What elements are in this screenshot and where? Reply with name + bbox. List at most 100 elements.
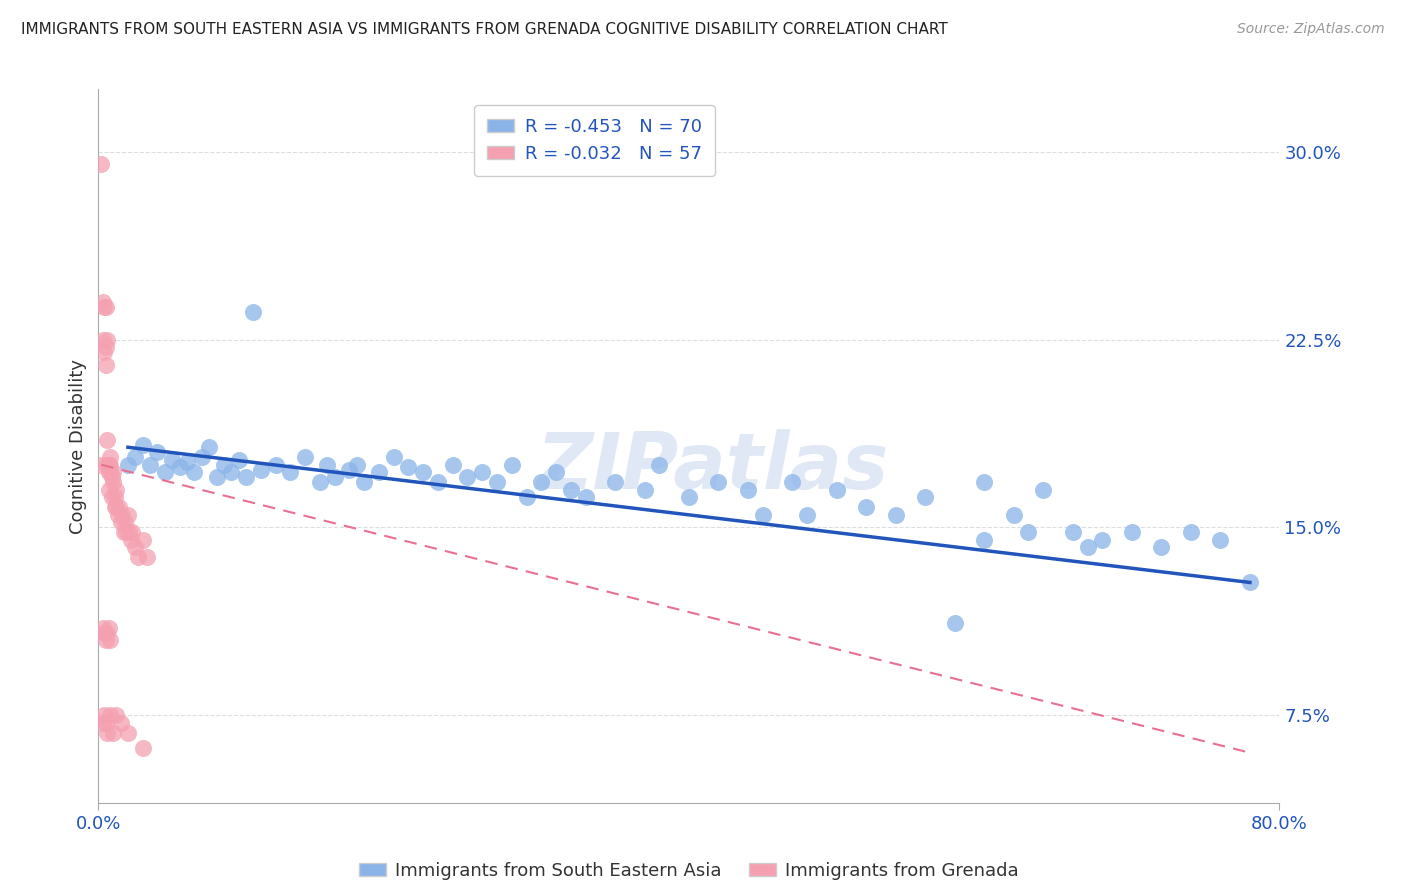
Point (575, 491, 598, 505)
Point (136, 550, 159, 565)
Point (124, 450, 146, 465)
Point (221, 465, 243, 479)
Point (94, 300, 117, 314)
Point (96, 458, 118, 472)
Point (368, 465, 391, 479)
Point (110, 715, 132, 730)
Point (100, 470, 122, 484)
Point (94, 633, 117, 648)
Point (228, 452, 250, 467)
Point (737, 483, 759, 497)
Point (93, 300, 115, 314)
Point (108, 500, 131, 515)
Point (198, 440, 221, 454)
Point (91, 295, 114, 310)
Point (1002, 508, 1025, 522)
Point (117, 458, 139, 472)
Point (105, 483, 128, 497)
Point (132, 438, 155, 452)
Point (280, 465, 302, 479)
Point (112, 525, 135, 540)
Point (1239, 575, 1261, 590)
Point (100, 491, 122, 505)
Point (973, 475, 995, 490)
Point (169, 460, 191, 475)
Point (118, 525, 141, 540)
Point (441, 458, 464, 472)
Point (752, 508, 775, 522)
Point (98, 708, 121, 723)
Point (93, 345, 115, 359)
Point (107, 508, 129, 522)
Point (96, 725, 118, 739)
Point (634, 483, 657, 497)
Point (943, 615, 966, 630)
Point (98, 633, 121, 648)
Point (104, 500, 127, 515)
Point (1077, 541, 1099, 555)
Point (104, 491, 127, 505)
Point (205, 470, 228, 484)
Y-axis label: Cognitive Disability: Cognitive Disability (69, 359, 87, 533)
Point (94, 340, 117, 354)
Text: ZIPatlas: ZIPatlas (537, 429, 889, 506)
Point (97, 621, 120, 635)
Point (91, 333, 114, 347)
Point (235, 470, 257, 484)
Point (264, 458, 287, 472)
Point (117, 508, 139, 522)
Point (176, 455, 198, 469)
Point (90, 458, 112, 472)
Point (242, 305, 264, 319)
Point (457, 470, 479, 484)
Point (1062, 525, 1084, 540)
Point (97, 483, 120, 497)
Point (103, 475, 125, 490)
Text: Source: ZipAtlas.com: Source: ZipAtlas.com (1237, 22, 1385, 37)
Point (97, 458, 120, 472)
Point (105, 708, 128, 723)
Point (782, 475, 804, 490)
Point (153, 465, 176, 479)
Point (471, 465, 494, 479)
Point (117, 725, 139, 739)
Point (114, 516, 136, 530)
Point (98, 458, 121, 472)
Point (97, 465, 120, 479)
Point (486, 475, 509, 490)
Point (103, 725, 125, 739)
Point (1209, 533, 1232, 547)
Point (546, 465, 568, 479)
Point (678, 491, 700, 505)
Point (1091, 533, 1114, 547)
Point (120, 533, 142, 547)
Point (91, 715, 114, 730)
Point (91, 621, 114, 635)
Point (309, 475, 332, 490)
Point (111, 508, 134, 522)
Point (121, 525, 143, 540)
Point (1121, 525, 1143, 540)
Point (212, 458, 235, 472)
Point (96, 433, 118, 447)
Point (132, 533, 155, 547)
Point (96, 333, 118, 347)
Point (139, 458, 162, 472)
Point (146, 445, 169, 459)
Point (346, 458, 368, 472)
Point (1180, 525, 1202, 540)
Point (90, 157, 112, 171)
Point (501, 458, 523, 472)
Point (427, 475, 450, 490)
Point (560, 483, 582, 497)
Point (339, 463, 361, 477)
Point (707, 475, 730, 490)
Point (516, 491, 538, 505)
Point (1018, 525, 1040, 540)
Point (353, 475, 375, 490)
Point (1150, 541, 1173, 555)
Point (605, 475, 627, 490)
Point (93, 708, 115, 723)
Point (973, 533, 995, 547)
Point (398, 460, 420, 475)
